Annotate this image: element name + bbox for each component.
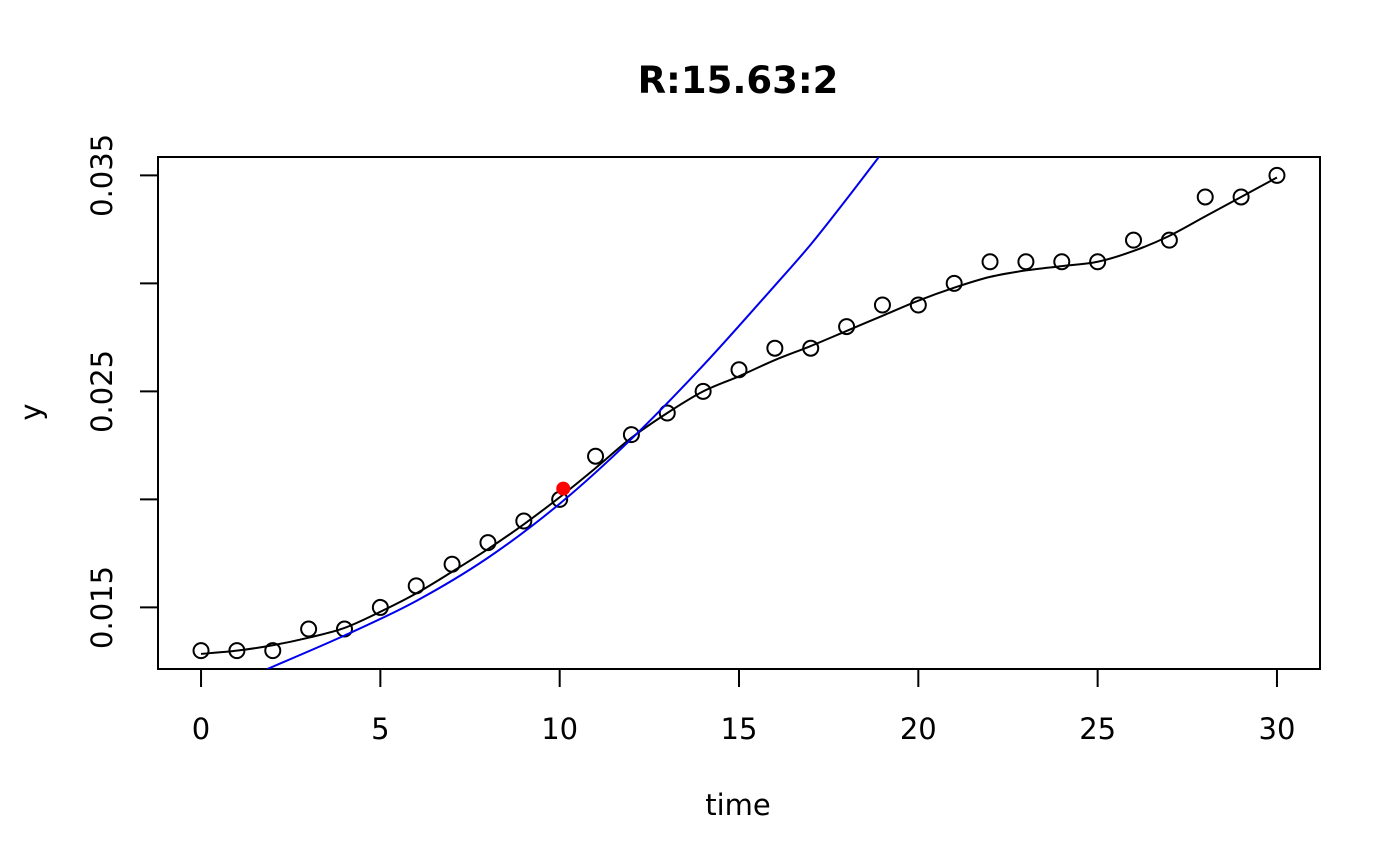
x-tick-label: 20 [900, 712, 937, 746]
data-point [1053, 253, 1071, 271]
plot-frame [157, 156, 1321, 670]
chart-title: R:15.63:2 [638, 59, 839, 102]
x-tick-label: 0 [192, 712, 210, 746]
y-axis-label: y [14, 403, 48, 420]
data-point [945, 274, 963, 292]
data-point [587, 447, 605, 465]
data-point [873, 296, 891, 314]
data-point [1125, 231, 1143, 249]
x-tick-label: 5 [371, 712, 389, 746]
max-growth-point [556, 481, 571, 496]
y-tick-label: 0.015 [85, 566, 119, 649]
data-point [264, 642, 282, 660]
data-point [838, 318, 856, 336]
x-tick-label: 30 [1259, 712, 1296, 746]
data-point [981, 253, 999, 271]
y-axis: 0.015 0.025 0.035 [85, 134, 159, 649]
data-point [1268, 166, 1286, 184]
data-point [766, 339, 784, 357]
data-point [479, 534, 497, 552]
x-axis-label: time [705, 788, 771, 822]
y-tick-label: 0.035 [85, 134, 119, 217]
x-tick-label: 15 [721, 712, 758, 746]
data-point [909, 296, 927, 314]
data-point [694, 382, 712, 400]
data-point [192, 642, 210, 660]
x-tick-label: 10 [541, 712, 578, 746]
data-point [1089, 253, 1107, 271]
data-point [1017, 253, 1035, 271]
data-point [1196, 188, 1214, 206]
data-point [515, 512, 533, 530]
smoothed-line [200, 176, 1278, 655]
x-tick-label: 25 [1079, 712, 1116, 746]
data-point [300, 620, 318, 638]
data-point [622, 426, 640, 444]
x-axis: 0 5 10 15 20 25 30 [192, 668, 1296, 746]
data-point [658, 404, 676, 422]
plot-layer [192, 157, 1286, 669]
exponential-fit-line [266, 157, 880, 669]
y-tick-label: 0.025 [85, 350, 119, 433]
data-point [730, 361, 748, 379]
data-point [1232, 188, 1250, 206]
